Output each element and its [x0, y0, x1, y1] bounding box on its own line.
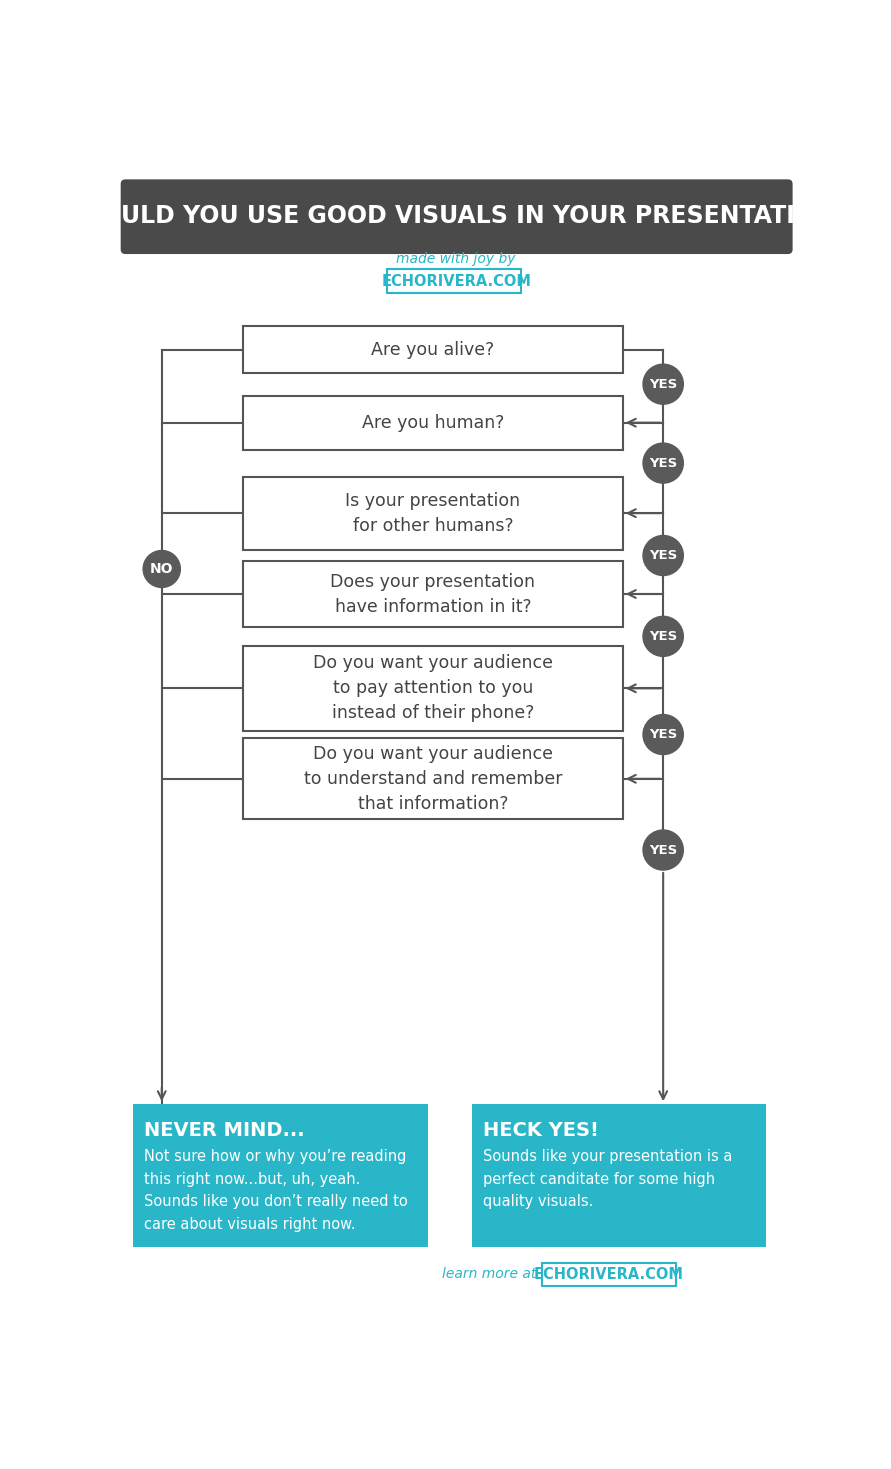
Text: Not sure how or why you’re reading
this right now...but, uh, yeah.
Sounds like y: Not sure how or why you’re reading this …	[144, 1149, 408, 1232]
FancyBboxPatch shape	[243, 646, 623, 730]
FancyBboxPatch shape	[120, 179, 793, 254]
FancyBboxPatch shape	[243, 739, 623, 820]
Circle shape	[643, 364, 683, 404]
Text: ECHORIVERA.COM: ECHORIVERA.COM	[534, 1266, 684, 1282]
FancyBboxPatch shape	[388, 269, 520, 294]
Text: YES: YES	[649, 729, 677, 740]
FancyBboxPatch shape	[243, 561, 623, 627]
FancyBboxPatch shape	[471, 1105, 766, 1247]
Text: NO: NO	[150, 563, 174, 576]
Text: learn more at: learn more at	[442, 1266, 536, 1281]
Text: Do you want your audience
to understand and remember
that information?: Do you want your audience to understand …	[304, 745, 562, 812]
Text: Sounds like your presentation is a
perfect canditate for some high
quality visua: Sounds like your presentation is a perfe…	[483, 1149, 732, 1209]
Text: YES: YES	[649, 843, 677, 856]
Text: Are you human?: Are you human?	[362, 414, 504, 432]
Circle shape	[643, 536, 683, 576]
FancyBboxPatch shape	[543, 1263, 675, 1285]
Text: made with joy by: made with joy by	[396, 253, 516, 266]
Text: Do you want your audience
to pay attention to you
instead of their phone?: Do you want your audience to pay attenti…	[313, 654, 553, 723]
Text: ECHORIVERA.COM: ECHORIVERA.COM	[381, 273, 531, 288]
Circle shape	[643, 830, 683, 870]
Text: SHOULD YOU USE GOOD VISUALS IN YOUR PRESENTATION?: SHOULD YOU USE GOOD VISUALS IN YOUR PRES…	[64, 204, 848, 228]
Text: NEVER MIND...: NEVER MIND...	[144, 1121, 305, 1140]
Circle shape	[643, 714, 683, 755]
Circle shape	[143, 551, 180, 588]
Text: YES: YES	[649, 378, 677, 391]
FancyBboxPatch shape	[243, 326, 623, 373]
Text: YES: YES	[649, 549, 677, 563]
FancyBboxPatch shape	[133, 1105, 428, 1247]
Text: YES: YES	[649, 457, 677, 470]
Text: Does your presentation
have information in it?: Does your presentation have information …	[331, 573, 535, 616]
FancyBboxPatch shape	[243, 476, 623, 549]
Text: Is your presentation
for other humans?: Is your presentation for other humans?	[346, 492, 520, 535]
FancyBboxPatch shape	[243, 395, 623, 450]
Text: HECK YES!: HECK YES!	[483, 1121, 599, 1140]
Text: Are you alive?: Are you alive?	[372, 341, 495, 358]
Circle shape	[643, 617, 683, 657]
Circle shape	[643, 444, 683, 483]
Text: YES: YES	[649, 630, 677, 643]
